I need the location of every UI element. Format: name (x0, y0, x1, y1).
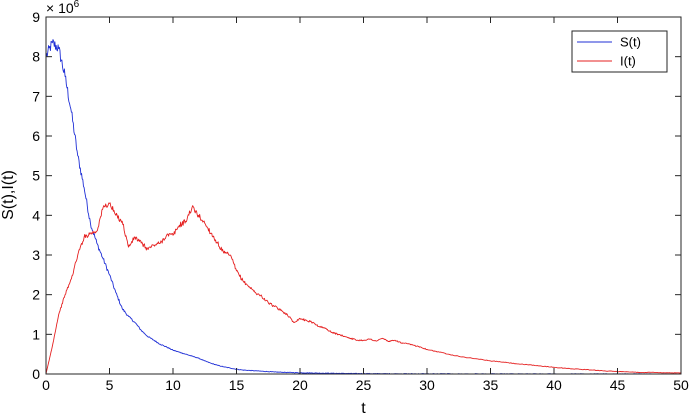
x-tick-label: 50 (673, 377, 689, 393)
legend-box (571, 30, 668, 73)
y-axis-label: S(t),I(t) (0, 170, 17, 220)
x-tick-label: 35 (483, 377, 499, 393)
x-tick-label: 25 (356, 377, 372, 393)
series-line-it (45, 202, 682, 375)
x-tick-label: 30 (419, 377, 435, 393)
legend: S(t) I(t) (571, 30, 668, 73)
x-tick-label: 10 (165, 377, 181, 393)
x-tick-label: 15 (229, 377, 245, 393)
y-axis-ticks: 0 1 2 3 4 5 6 7 8 9 (32, 9, 681, 382)
x-axis-label: t (361, 400, 366, 416)
x-tick-label: 45 (610, 377, 626, 393)
y-tick-label: 0 (32, 366, 40, 382)
x-tick-label: 20 (292, 377, 308, 393)
y-tick-label: 4 (32, 207, 40, 223)
x-axis-ticks: 0 5 10 15 20 25 30 35 40 45 50 (42, 17, 689, 393)
legend-label-i: I(t) (620, 54, 636, 69)
y-tick-label: 5 (32, 168, 40, 184)
y-tick-label: 9 (32, 9, 40, 25)
x-tick-label: 0 (42, 377, 50, 393)
legend-label-s: S(t) (620, 35, 641, 50)
y-axis-exponent: × 106 (46, 0, 80, 16)
x-tick-label: 5 (106, 377, 114, 393)
y-tick-label: 2 (32, 287, 40, 303)
y-tick-label: 8 (32, 49, 40, 65)
x-tick-label: 40 (546, 377, 562, 393)
y-tick-label: 6 (32, 128, 40, 144)
y-tick-label: 7 (32, 88, 40, 104)
y-tick-label: 3 (32, 247, 40, 263)
y-tick-label: 1 (32, 326, 40, 342)
